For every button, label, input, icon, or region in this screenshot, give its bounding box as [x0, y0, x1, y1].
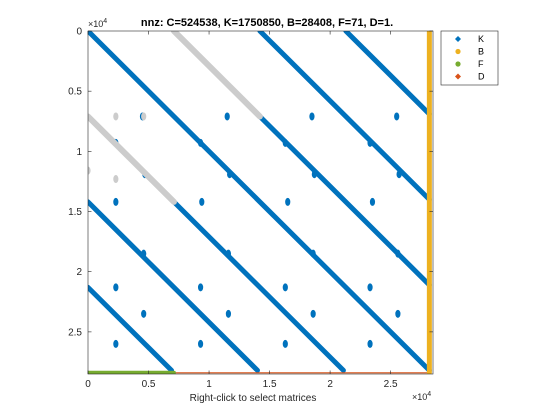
k-series-blob-30	[282, 339, 288, 348]
legend-label-f: F	[478, 59, 484, 69]
c-overlay-band-1	[88, 113, 177, 205]
legend-label-k: K	[478, 34, 484, 44]
k-series-blob-9	[227, 170, 233, 179]
k-series-blob-6	[282, 138, 288, 147]
x-tick-label-4: 2	[327, 379, 333, 390]
k-series-band-6	[88, 284, 175, 373]
legend-marker-b	[455, 48, 461, 55]
y-tick-label-1: 0.5	[68, 87, 82, 98]
ticks-layer: 0 0.5 1 1.5 2 2.5 0 0.5 1 1.5 2 2.5	[68, 27, 433, 390]
k-series-band-5	[88, 199, 260, 373]
k-series-blob-1	[224, 112, 230, 121]
k-series-blob-20	[113, 283, 119, 292]
legend-label-d: D	[478, 72, 485, 82]
chart-title: nnz: C=524538, K=1750850, B=28408, F=71,…	[141, 17, 393, 29]
k-series-blob-2	[309, 112, 315, 121]
k-series-blob-13	[199, 197, 205, 206]
y-exponent-label: ×104	[88, 18, 107, 29]
k-series-blob-12	[113, 197, 119, 206]
k-series-blob-10	[311, 170, 317, 179]
c-overlay-blob-2	[141, 112, 147, 121]
k-series-blob-5	[197, 138, 204, 147]
x-tick-label-1: 0.5	[142, 379, 156, 390]
c-overlay-blob-0	[88, 166, 91, 175]
legend-marker-f	[455, 61, 461, 67]
axes-frame	[87, 30, 434, 375]
y-tick-label-3: 1.5	[68, 207, 82, 218]
k-series-blob-18	[310, 249, 316, 258]
k-series-blob-27	[395, 309, 401, 318]
legend-marker-d	[455, 73, 461, 80]
y-tick-label-2: 1	[76, 147, 82, 158]
x-tick-label-5: 2.5	[384, 379, 398, 390]
legend-marker-k	[455, 36, 461, 42]
plot-axes[interactable]: 0 0.5 1 1.5 2 2.5 0 0.5 1 1.5 2 2.5	[68, 27, 434, 391]
k-series-blob-21	[197, 283, 204, 292]
k-series-blob-24	[141, 309, 147, 318]
data-layer	[88, 31, 432, 374]
legend-label-b: B	[478, 47, 484, 57]
x-axis-label[interactable]: Right-click to select matrices	[190, 393, 317, 404]
k-series-blob-26	[310, 309, 316, 318]
k-series-blob-17	[225, 249, 232, 258]
k-series-blob-28	[113, 339, 119, 348]
k-series-blob-16	[141, 249, 147, 258]
k-series-band-2	[257, 31, 432, 202]
x-tick-label-0: 0	[85, 379, 91, 390]
x-tick-label-2: 1	[206, 379, 212, 390]
k-series-blob-11	[396, 170, 402, 179]
k-series-blob-3	[394, 112, 400, 121]
k-series-blob-19	[395, 249, 401, 258]
k-series-blob-22	[282, 283, 288, 292]
x-tick-label-3: 1.5	[263, 379, 277, 390]
k-series-blob-14	[285, 197, 291, 206]
k-series-blob-25	[225, 309, 232, 318]
k-series-blob-7	[367, 138, 373, 147]
legend-box	[440, 30, 499, 86]
k-series-blob-15	[369, 197, 376, 206]
k-series-blob-23	[367, 283, 373, 292]
x-exponent-label: ×104	[412, 391, 431, 402]
y-tick-label-4: 2	[76, 267, 82, 278]
c-overlay-blob-3	[113, 175, 119, 184]
y-tick-label-0: 0	[76, 27, 82, 38]
k-series-blob-31	[367, 339, 373, 348]
y-tick-label-5: 2.5	[68, 327, 82, 338]
c-overlay-blob-1	[113, 112, 119, 121]
k-series-blob-29	[197, 339, 204, 348]
k-series-band-0	[88, 31, 432, 373]
k-series-band-3	[343, 31, 432, 117]
c-overlay-band-0	[170, 31, 263, 120]
